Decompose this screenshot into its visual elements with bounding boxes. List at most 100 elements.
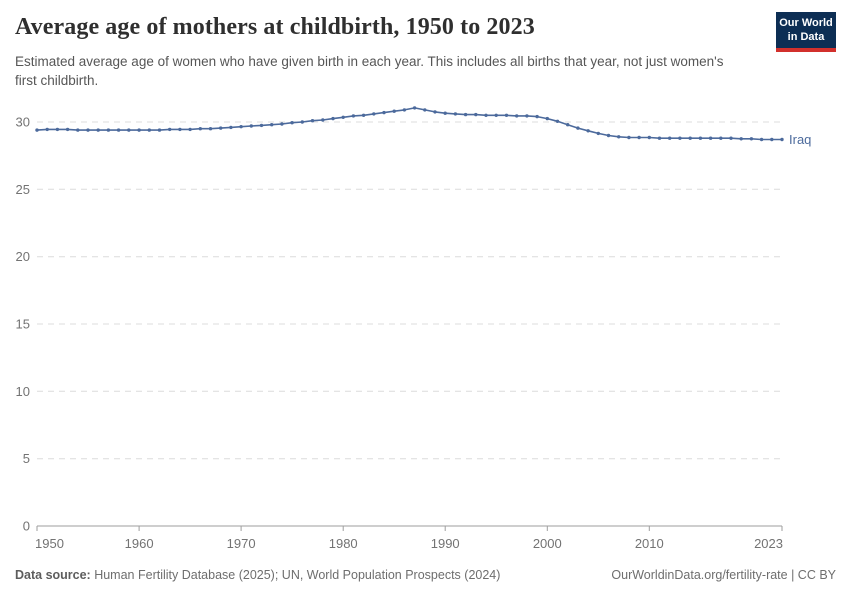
data-source-text: Human Fertility Database (2025); UN, Wor… bbox=[90, 568, 501, 582]
owid-logo-line1: Our World bbox=[779, 17, 833, 29]
data-point bbox=[688, 136, 692, 140]
data-point bbox=[647, 135, 651, 140]
data-point bbox=[229, 125, 233, 130]
y-tick-label: 5 bbox=[23, 451, 30, 466]
chart-subtitle: Estimated average age of women who have … bbox=[15, 54, 724, 88]
data-point bbox=[208, 127, 213, 131]
data-point bbox=[729, 136, 733, 140]
line-series bbox=[36, 107, 782, 141]
y-gridlines bbox=[37, 121, 782, 460]
data-point bbox=[351, 114, 356, 118]
data-point bbox=[239, 125, 243, 129]
owid-logo-line2: in Data bbox=[787, 30, 825, 43]
data-point bbox=[198, 127, 202, 131]
entity-label: Iraq bbox=[789, 132, 811, 147]
x-tick-label: 2000 bbox=[533, 536, 562, 551]
data-point bbox=[116, 128, 121, 132]
data-point bbox=[555, 119, 560, 124]
data-point bbox=[331, 116, 335, 121]
data-point bbox=[157, 128, 162, 132]
data-point bbox=[127, 128, 131, 132]
x-tick-label: 2023 bbox=[754, 536, 783, 551]
data-point bbox=[433, 110, 437, 114]
data-point bbox=[147, 128, 151, 132]
data-point bbox=[270, 123, 274, 127]
data-point bbox=[474, 112, 478, 117]
data-point bbox=[76, 128, 80, 132]
data-source-label: Data source: bbox=[15, 568, 91, 582]
data-point bbox=[576, 126, 580, 130]
data-point bbox=[606, 133, 611, 138]
data-point bbox=[617, 135, 621, 139]
chart-title: Average age of mothers at childbirth, 19… bbox=[15, 14, 535, 40]
data-point bbox=[545, 116, 549, 121]
data-point bbox=[137, 128, 141, 132]
x-tick-label: 1980 bbox=[329, 536, 358, 551]
series-iraq: Iraq bbox=[35, 106, 811, 147]
x-tick-label: 1970 bbox=[227, 536, 256, 551]
data-point bbox=[106, 128, 111, 132]
x-axis: 1950 1960 1970 1980 1990 2000 2010 2023 bbox=[35, 525, 783, 551]
y-tick-label: 25 bbox=[16, 182, 30, 197]
data-point bbox=[86, 128, 90, 132]
data-point bbox=[780, 137, 784, 142]
data-point bbox=[249, 124, 253, 128]
data-point bbox=[494, 113, 498, 118]
data-point bbox=[188, 127, 192, 132]
data-point bbox=[535, 114, 539, 119]
data-point bbox=[412, 106, 417, 110]
data-point bbox=[168, 127, 172, 132]
data-point bbox=[423, 108, 427, 112]
data-point bbox=[65, 127, 70, 132]
data-point bbox=[759, 137, 764, 142]
data-point bbox=[566, 123, 570, 127]
data-point bbox=[402, 108, 407, 112]
data-point bbox=[453, 112, 458, 116]
data-point bbox=[55, 127, 60, 132]
data-point bbox=[719, 136, 723, 140]
data-point bbox=[35, 128, 39, 132]
x-tick-label: 1990 bbox=[431, 536, 460, 551]
data-point bbox=[382, 110, 386, 115]
data-point bbox=[310, 119, 315, 123]
data-point bbox=[361, 113, 366, 118]
data-point bbox=[668, 136, 672, 140]
data-point bbox=[96, 128, 100, 132]
data-point bbox=[586, 129, 590, 133]
data-point bbox=[219, 126, 223, 130]
data-point bbox=[290, 121, 294, 125]
data-point bbox=[657, 136, 662, 140]
x-tick-label: 1960 bbox=[125, 536, 154, 551]
data-point bbox=[525, 114, 529, 118]
data-point bbox=[749, 137, 754, 141]
y-tick-label: 15 bbox=[16, 317, 30, 332]
x-tick-label: 1950 bbox=[35, 536, 64, 551]
data-point bbox=[708, 136, 713, 140]
chart-footer: Data source: Human Fertility Database (2… bbox=[15, 568, 836, 582]
data-point bbox=[45, 127, 49, 132]
y-tick-label: 20 bbox=[16, 249, 30, 264]
data-point bbox=[259, 123, 264, 128]
data-point bbox=[504, 113, 509, 118]
data-point bbox=[678, 136, 682, 140]
y-tick-label: 30 bbox=[16, 115, 30, 130]
owid-logo: Our World in Data bbox=[776, 12, 836, 52]
data-point bbox=[515, 114, 519, 118]
owid-logo-stripe bbox=[776, 48, 836, 52]
x-tick-label: 2010 bbox=[635, 536, 664, 551]
y-tick-label: 10 bbox=[16, 384, 30, 399]
data-point bbox=[372, 112, 376, 116]
data-point bbox=[280, 122, 284, 126]
y-tick-label: 0 bbox=[23, 519, 30, 534]
data-point bbox=[739, 137, 743, 141]
data-point bbox=[484, 113, 488, 118]
data-point bbox=[321, 118, 325, 122]
data-point bbox=[770, 137, 774, 142]
data-point bbox=[392, 109, 396, 113]
data-point bbox=[341, 115, 345, 120]
y-axis-labels: 0 5 10 15 20 25 30 bbox=[16, 115, 30, 534]
data-point bbox=[463, 112, 468, 117]
data-source: Data source: Human Fertility Database (2… bbox=[15, 568, 500, 582]
data-point bbox=[698, 136, 703, 140]
